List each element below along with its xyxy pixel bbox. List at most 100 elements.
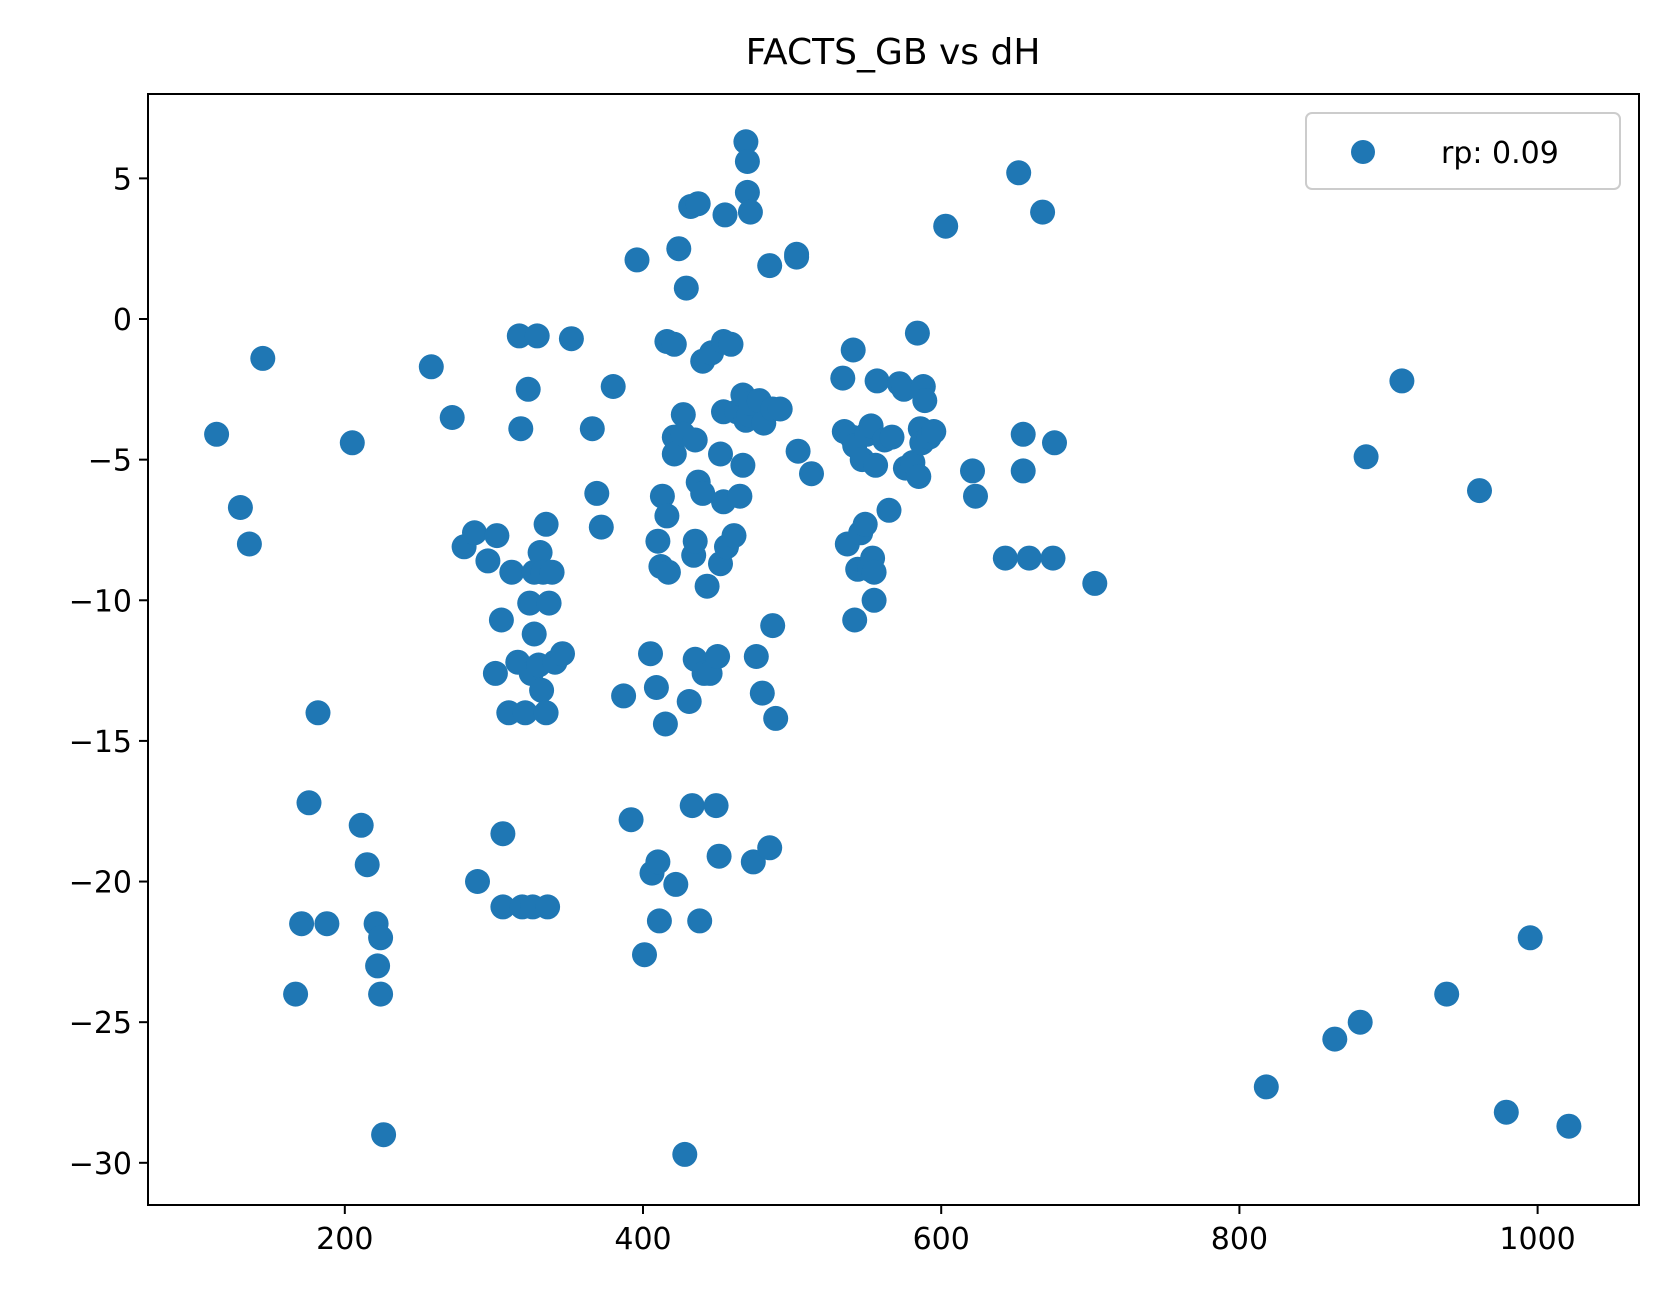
data-point xyxy=(685,191,711,217)
data-point xyxy=(749,680,775,706)
data-point xyxy=(876,497,902,523)
x-tick-label: 200 xyxy=(316,1222,373,1257)
data-point xyxy=(712,202,738,228)
data-point xyxy=(1040,545,1066,571)
data-point xyxy=(646,908,672,934)
axes-frame xyxy=(147,93,1640,1206)
data-point xyxy=(727,483,753,509)
y-tick-label: −10 xyxy=(69,584,132,619)
legend: rp: 0.09 xyxy=(1305,112,1621,190)
data-point xyxy=(1434,981,1460,1007)
data-point xyxy=(250,345,276,371)
data-point xyxy=(718,331,744,357)
data-point xyxy=(784,244,810,270)
data-point xyxy=(536,590,562,616)
legend-label: rp: 0.09 xyxy=(1441,136,1559,171)
data-point xyxy=(734,179,760,205)
x-axis: 200 400 600 800 1000 xyxy=(316,1205,1576,1257)
data-point xyxy=(705,644,731,669)
data-point xyxy=(879,424,905,450)
data-point xyxy=(204,421,230,447)
data-point xyxy=(368,925,394,951)
y-tick-label: −30 xyxy=(69,1147,132,1182)
data-point xyxy=(670,402,696,428)
x-tick-label: 400 xyxy=(614,1222,671,1257)
data-point xyxy=(649,483,675,509)
data-point xyxy=(734,149,760,174)
data-point xyxy=(305,700,331,726)
x-tick-label: 800 xyxy=(1211,1222,1268,1257)
data-point xyxy=(1322,1026,1348,1052)
data-point xyxy=(921,419,947,444)
data-point xyxy=(906,464,932,489)
data-point xyxy=(864,368,890,394)
y-tick-label: −25 xyxy=(69,1006,132,1041)
data-point xyxy=(348,812,374,838)
data-point xyxy=(757,835,783,861)
data-point xyxy=(371,1122,397,1148)
data-point xyxy=(354,852,380,878)
data-point xyxy=(283,981,309,1007)
legend-marker xyxy=(1351,140,1375,164)
data-point xyxy=(743,644,769,669)
data-point xyxy=(721,523,747,549)
data-point xyxy=(524,323,550,349)
data-point xyxy=(679,793,705,819)
data-point xyxy=(740,849,766,875)
data-point xyxy=(690,480,716,506)
data-point xyxy=(517,590,543,616)
data-point xyxy=(733,129,759,155)
data-point xyxy=(706,843,732,869)
data-point xyxy=(840,337,866,363)
data-point xyxy=(763,705,789,731)
data-point xyxy=(539,559,565,585)
data-point xyxy=(655,559,681,585)
data-point xyxy=(527,540,553,565)
data-point xyxy=(638,641,663,667)
data-point xyxy=(1030,199,1056,225)
data-point xyxy=(506,323,532,349)
data-point xyxy=(508,416,534,442)
data-point xyxy=(289,911,315,937)
y-tick-label: −5 xyxy=(88,444,132,479)
data-point xyxy=(1493,1099,1519,1125)
data-point xyxy=(861,559,887,585)
data-point xyxy=(236,531,262,557)
data-point xyxy=(757,253,783,279)
data-point xyxy=(663,871,689,897)
data-point xyxy=(730,452,756,478)
data-point xyxy=(465,869,490,894)
data-point xyxy=(1010,421,1036,447)
data-point xyxy=(533,700,559,726)
data-point xyxy=(1042,430,1067,456)
data-point xyxy=(760,613,786,639)
data-point xyxy=(676,689,702,714)
data-point xyxy=(1467,478,1492,504)
data-point xyxy=(584,480,610,506)
data-point xyxy=(368,981,394,1007)
data-point xyxy=(521,621,547,647)
data-point xyxy=(579,416,605,442)
data-point xyxy=(488,607,514,633)
data-point xyxy=(654,503,680,529)
data-point xyxy=(499,559,525,585)
data-point xyxy=(673,275,699,301)
data-point xyxy=(1016,545,1042,571)
data-point xyxy=(661,331,687,357)
x-tick-label: 600 xyxy=(913,1222,970,1257)
data-point xyxy=(365,953,391,979)
data-point xyxy=(296,790,322,816)
data-point xyxy=(632,942,657,968)
data-point xyxy=(618,807,644,833)
data-point xyxy=(1353,444,1379,470)
data-point xyxy=(1082,570,1108,596)
data-point xyxy=(624,247,650,273)
data-point xyxy=(652,711,678,737)
data-point xyxy=(830,365,856,391)
y-tick-label: −20 xyxy=(69,866,132,901)
data-point xyxy=(339,430,365,456)
data-point xyxy=(484,523,510,549)
data-point xyxy=(767,396,793,422)
data-point xyxy=(933,213,959,239)
